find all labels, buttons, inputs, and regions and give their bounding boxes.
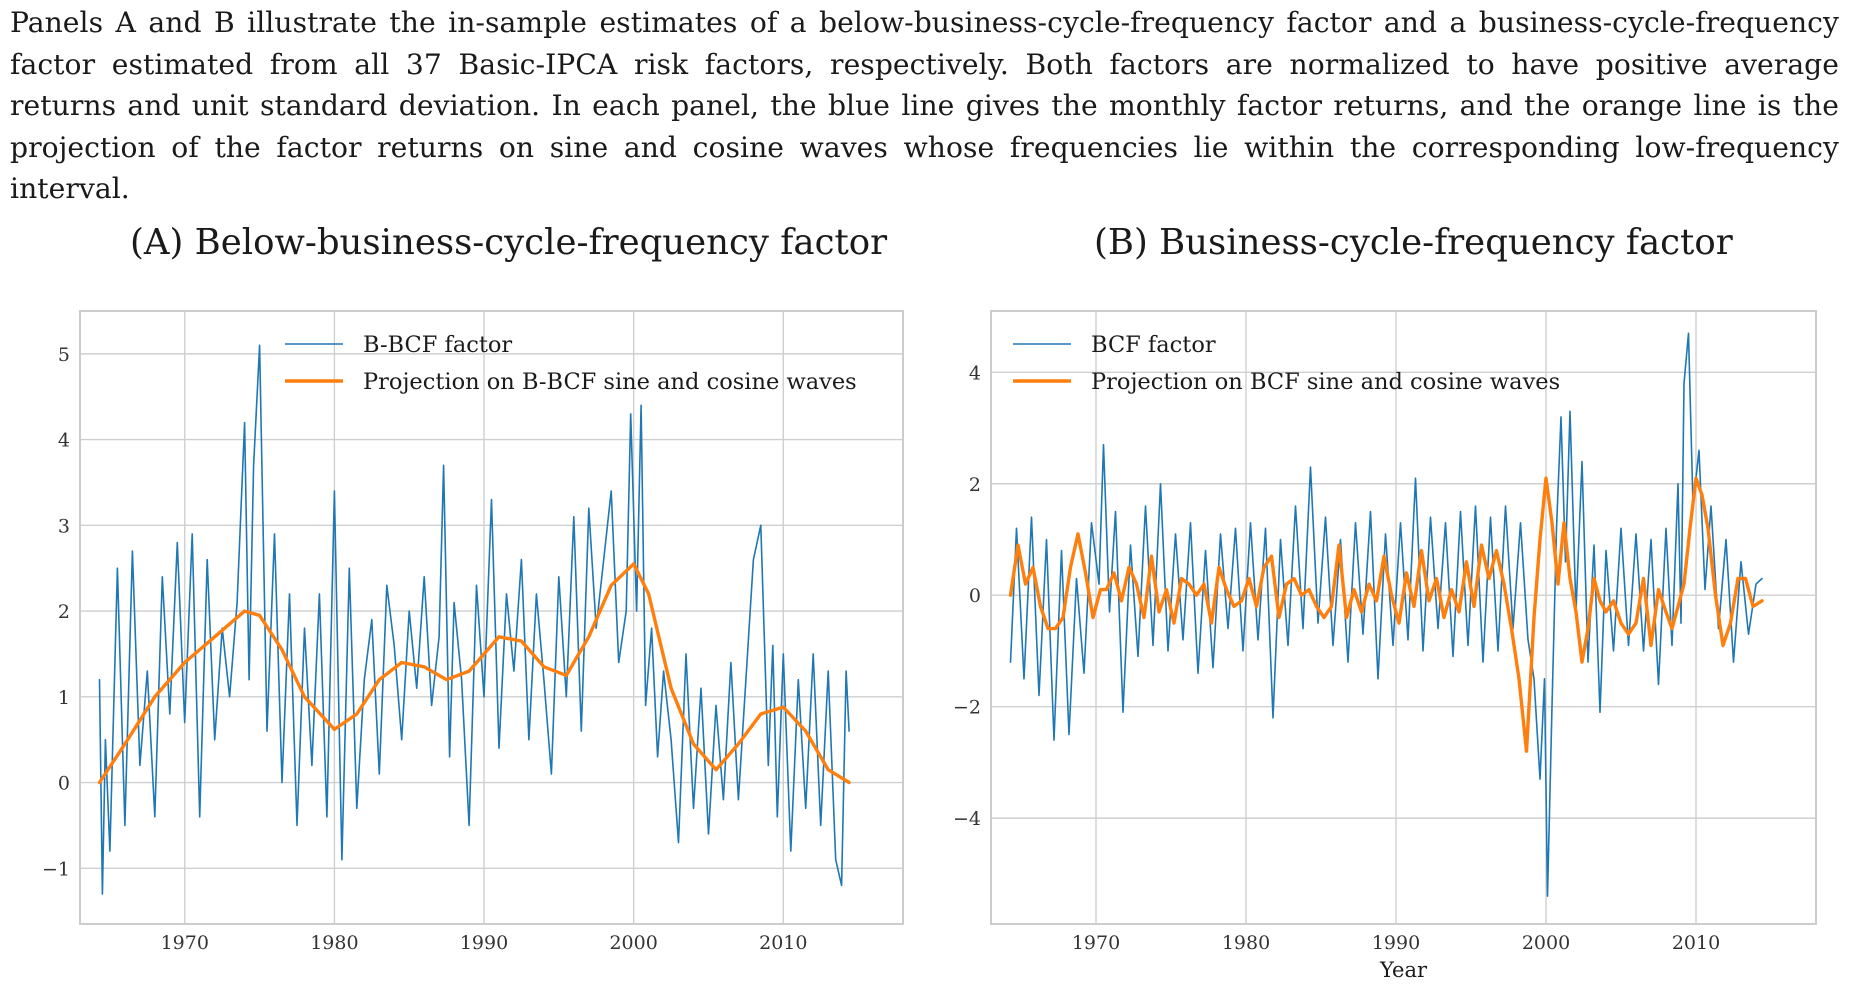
panel-a-ytick-label-4: 3 — [58, 515, 70, 537]
panel-a-legend-label-1: Projection on B-BCF sine and cosine wave… — [363, 369, 857, 395]
panel-b-chart: −4 −2 0 2 4 1970 1980 1990 2000 2010 Year BCF facto… — [953, 310, 1817, 982]
panel-a-xtick-label-2: 1990 — [460, 932, 508, 954]
panel-b-xtick-label-0: 1970 — [1072, 932, 1120, 954]
panel-b-ytick-label-3: 2 — [969, 474, 981, 496]
panel-b-legend-label-1: Projection on BCF sine and cosine waves — [1091, 369, 1560, 395]
panel-a-chart: −1 0 1 2 3 4 5 1970 1980 1990 2000 2010 B-BCF factor… — [42, 310, 904, 954]
panel-b-ytick-label-2: 0 — [969, 585, 981, 607]
panel-a-ytick-label-2: 1 — [58, 687, 70, 709]
panel-b-legend-label-0: BCF factor — [1091, 332, 1216, 358]
panel-b-xtick-label-2: 1990 — [1372, 932, 1420, 954]
panel-b-xaxis-label: Year — [1379, 958, 1428, 982]
panel-a-frame — [79, 310, 904, 925]
panel-b-title: (B) Business-cycle-frequency factor — [1094, 222, 1733, 263]
panel-a-ytick-label-0: −1 — [42, 858, 70, 880]
panel-a-title: (A) Below-business-cycle-frequency facto… — [130, 222, 888, 263]
panel-b-factor-line — [1009, 332, 1763, 897]
panel-a-xtick-label-4: 2010 — [759, 932, 807, 954]
panel-a-ytick-label-6: 5 — [58, 344, 70, 366]
figure-caption: Panels A and B illustrate the in-sample … — [10, 6, 1839, 205]
panel-b-ytick-label-4: 4 — [969, 362, 981, 384]
panel-a-projection-line — [97, 562, 851, 785]
panel-a-ytick-label-3: 2 — [58, 601, 70, 623]
panel-b-xtick-label-1: 1980 — [1222, 932, 1270, 954]
panel-a-legend-label-0: B-BCF factor — [363, 332, 512, 358]
panel-a-factor-line — [98, 344, 850, 895]
panel-b-ytick-label-0: −4 — [953, 808, 981, 830]
panel-a-xtick-label-0: 1970 — [161, 932, 209, 954]
panel-a-xtick-label-3: 2000 — [609, 932, 657, 954]
panel-a-xtick-label-1: 1980 — [310, 932, 358, 954]
panel-b-projection-line — [1008, 476, 1764, 753]
panel-b-xtick-label-3: 2000 — [1522, 932, 1570, 954]
panel-b-ytick-label-1: −2 — [953, 697, 981, 719]
panel-b-frame — [990, 310, 1817, 925]
panel-b-xtick-label-4: 2010 — [1672, 932, 1720, 954]
panel-a-ytick-label-1: 0 — [58, 773, 70, 795]
panel-a-ytick-label-5: 4 — [58, 430, 70, 452]
